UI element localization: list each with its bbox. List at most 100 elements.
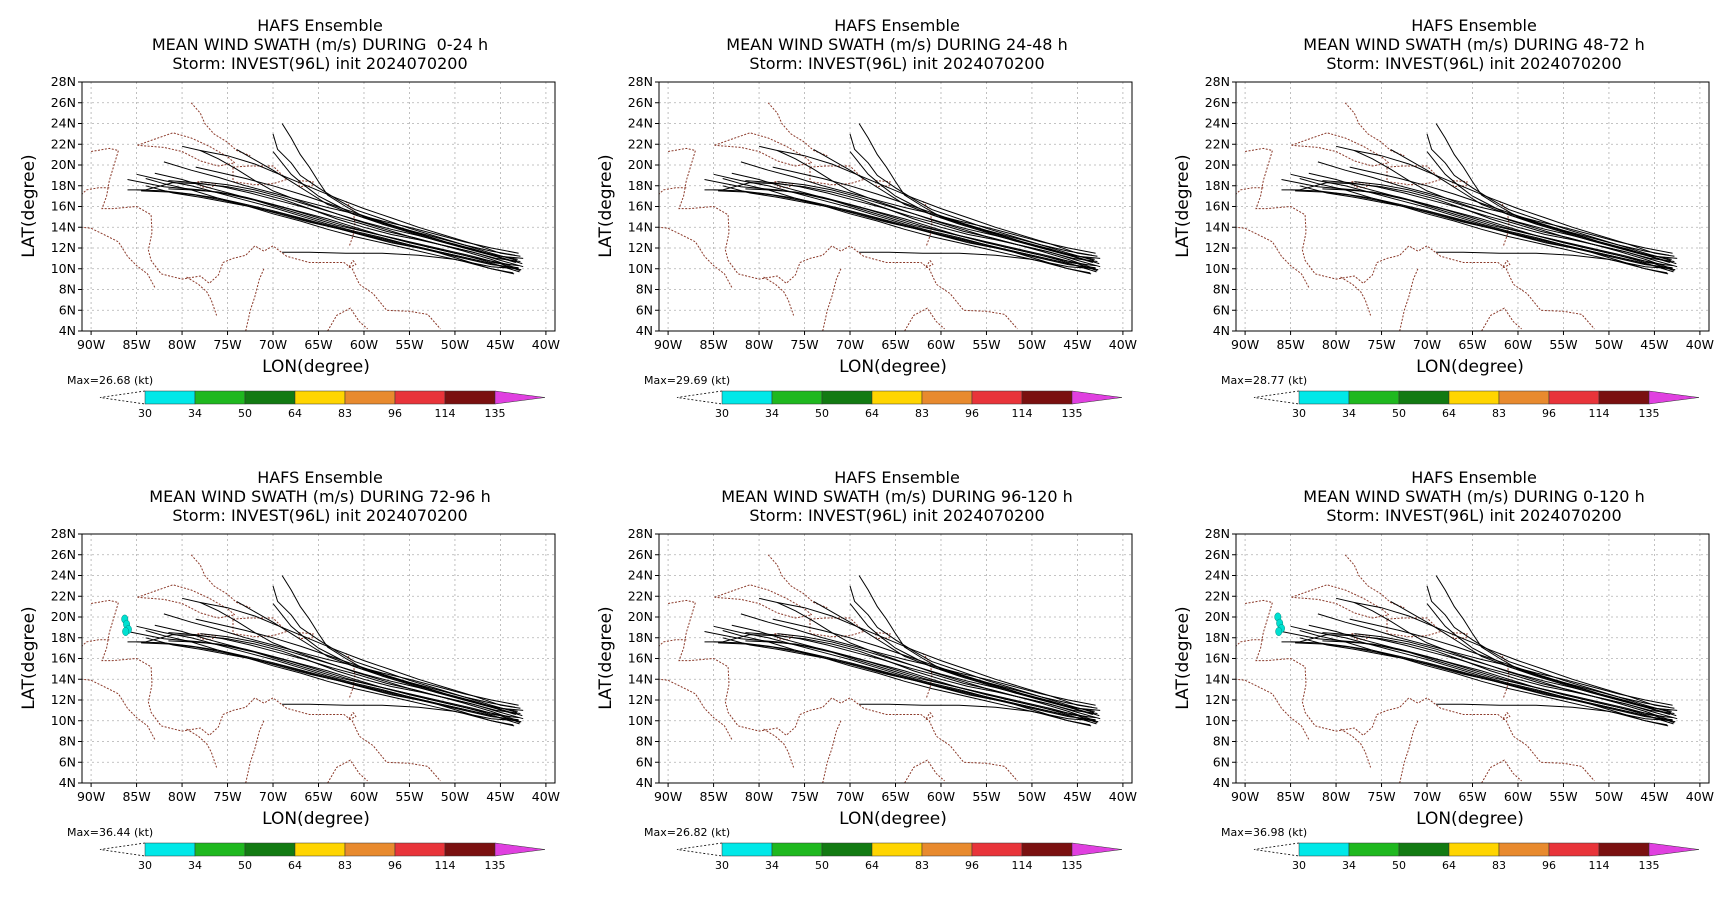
colorbar-tick-label: 30 [138, 407, 152, 420]
x-tick-label: 75W [1367, 337, 1395, 352]
colorbar-segment [721, 842, 773, 857]
x-tick-label: 40W [1109, 337, 1137, 352]
colorbar-tick-label: 64 [288, 859, 302, 872]
y-tick-label: 18N [1205, 630, 1230, 645]
coastline [82, 187, 110, 195]
colorbar-low-extension [676, 842, 723, 857]
y-tick-label: 16N [51, 651, 76, 666]
y-tick-label: 20N [1205, 157, 1230, 172]
y-axis-label: LAT(degree) [1173, 606, 1193, 709]
colorbar-segment [444, 842, 496, 857]
x-tick-label: 90W [77, 789, 105, 804]
coastline [232, 165, 288, 186]
y-tick-label: 24N [1205, 568, 1230, 583]
colorbar-segment [721, 390, 773, 405]
x-tick-label: 70W [1413, 337, 1441, 352]
colorbar-high-extension [1071, 390, 1123, 405]
ensemble-track [136, 173, 519, 269]
x-tick-label: 55W [972, 789, 1000, 804]
coastline [1386, 617, 1442, 638]
y-tick-label: 18N [628, 178, 653, 193]
colorbar-tick-label: 30 [715, 859, 729, 872]
y-tick-label: 24N [628, 116, 653, 131]
y-tick-label: 28N [628, 526, 653, 541]
ensemble-track [1322, 180, 1675, 262]
x-tick-label: 75W [790, 337, 818, 352]
ensemble-track [136, 625, 519, 721]
x-tick-label: 65W [1458, 789, 1486, 804]
x-tick-label: 80W [168, 337, 196, 352]
coastline [809, 165, 865, 186]
ensemble-track [1354, 602, 1673, 722]
y-tick-label: 26N [51, 547, 76, 562]
coastline [245, 268, 265, 331]
ensemble-track [154, 172, 510, 266]
coastline [1452, 632, 1468, 640]
y-tick-label: 18N [1205, 178, 1230, 193]
x-tick-label: 60W [1504, 789, 1532, 804]
y-tick-label: 8N [636, 282, 653, 297]
ensemble-track [713, 173, 1096, 269]
y-tick-label: 10N [1205, 261, 1230, 276]
ensemble-track [168, 632, 521, 714]
colorbar-tick-label: 50 [238, 859, 252, 872]
colorbar-high-extension [1648, 842, 1700, 857]
y-tick-label: 10N [51, 713, 76, 728]
ensemble-track [163, 613, 519, 706]
colorbar-segment [771, 390, 823, 405]
x-tick-label: 80W [745, 789, 773, 804]
colorbar-tick-label: 96 [965, 859, 979, 872]
x-tick-label: 40W [1686, 337, 1714, 352]
ensemble-track [282, 703, 519, 722]
x-tick-label: 65W [304, 337, 332, 352]
chart-suptitle: HAFS Ensemble [257, 468, 383, 487]
x-tick-label: 45W [1640, 789, 1668, 804]
coastline [1344, 102, 1405, 157]
coastline [904, 759, 945, 783]
x-tick-label: 60W [927, 337, 955, 352]
x-tick-label: 50W [1595, 789, 1623, 804]
x-tick-label: 45W [1640, 337, 1668, 352]
x-tick-label: 55W [1549, 789, 1577, 804]
y-tick-label: 22N [51, 588, 76, 603]
y-tick-label: 14N [51, 219, 76, 234]
chart-panel-2: HAFS Ensemble MEAN WIND SWATH (m/s) DURIN… [577, 0, 1154, 452]
x-tick-label: 40W [532, 337, 560, 352]
colorbar-tick-label: 135 [485, 407, 506, 420]
y-tick-label: 8N [59, 282, 76, 297]
x-tick-label: 90W [1231, 337, 1259, 352]
colorbar-tick-label: 96 [1542, 407, 1556, 420]
colorbar-segment [1398, 842, 1450, 857]
ensemble-track [200, 181, 524, 259]
colorbar-segment [1448, 390, 1500, 405]
x-axis-label: LON(degree) [262, 357, 370, 377]
y-tick-label: 12N [628, 692, 653, 707]
coastline [1399, 268, 1419, 331]
coastline [1340, 276, 1372, 316]
y-tick-label: 18N [51, 178, 76, 193]
y-tick-label: 24N [51, 116, 76, 131]
ensemble-track [1354, 633, 1678, 711]
colorbar-high-extension [1071, 842, 1123, 857]
ensemble-track [713, 625, 1096, 721]
colorbar-segment [194, 390, 246, 405]
colorbar-tick-label: 34 [765, 859, 779, 872]
coastline [1481, 307, 1522, 331]
chart-panel-3: HAFS Ensemble MEAN WIND SWATH (m/s) DURIN… [1154, 0, 1731, 452]
y-tick-label: 20N [628, 157, 653, 172]
y-tick-label: 6N [1213, 302, 1230, 317]
coastline [1501, 712, 1511, 721]
y-axis-label: LAT(degree) [596, 606, 616, 709]
x-tick-label: 55W [395, 337, 423, 352]
ensemble-track [745, 632, 1098, 714]
x-tick-label: 90W [1231, 789, 1259, 804]
coastline [659, 678, 733, 740]
y-tick-label: 26N [1205, 95, 1230, 110]
y-tick-label: 22N [628, 136, 653, 151]
colorbar-segment [1298, 390, 1350, 405]
ensemble-track [731, 624, 1087, 718]
chart-panel-4: HAFS Ensemble MEAN WIND SWATH (m/s) DURIN… [0, 452, 577, 904]
colorbar-high-extension [1648, 390, 1700, 405]
